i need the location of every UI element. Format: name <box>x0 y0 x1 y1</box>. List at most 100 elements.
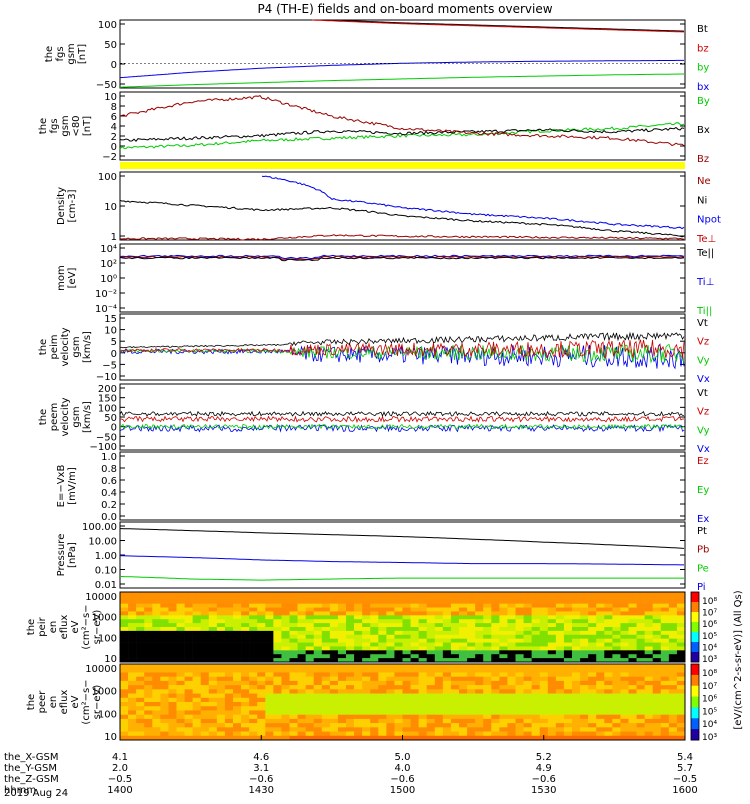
spectrogram-cell <box>612 710 621 715</box>
spectrogram-cell <box>128 654 137 659</box>
spectrogram-cell <box>580 650 589 655</box>
spectrogram-cell <box>273 592 282 597</box>
spectrogram-cell <box>120 650 129 655</box>
spectrogram-cell <box>475 595 484 601</box>
spectrogram-cell <box>346 723 355 728</box>
spectrogram-cell <box>233 607 242 612</box>
spectrogram-cell <box>184 650 193 655</box>
spectrogram-cell <box>668 630 678 636</box>
spectrogram-cell <box>184 615 193 620</box>
spectrogram-cell <box>200 619 210 624</box>
spectrogram-cell <box>184 595 193 601</box>
spectrogram-cell <box>313 615 323 620</box>
spectrogram-cell <box>459 723 468 728</box>
spectrogram-cell <box>475 718 484 724</box>
spectrogram-cell <box>160 693 169 699</box>
spectrogram-cell <box>160 619 169 624</box>
spectrogram-cell <box>515 731 524 737</box>
spectrogram-cell <box>450 607 460 612</box>
spectrogram-cell <box>636 731 645 737</box>
spectrogram-cell <box>394 650 403 655</box>
spectrogram-cell <box>289 638 298 643</box>
spectrogram-cell <box>402 731 411 737</box>
spectrogram-cell <box>265 706 274 711</box>
x-tick-label: 1600 <box>672 785 697 796</box>
spectrogram-cell <box>523 619 532 624</box>
legend-entry: Pt <box>697 526 707 537</box>
spectrogram-cell <box>216 731 226 737</box>
spectrogram-cell <box>410 735 419 741</box>
spectrogram-cell <box>499 603 508 608</box>
legend-entry: Ti|| <box>696 306 712 317</box>
spectrogram-cell <box>281 727 290 732</box>
spectrogram-cell <box>539 731 549 737</box>
spectrogram-cell <box>346 599 355 604</box>
spectrogram-cell <box>652 676 662 682</box>
spectrogram-cell <box>418 706 428 711</box>
spectrogram-cell <box>192 634 202 639</box>
spectrogram-cell <box>216 718 226 724</box>
spectrogram-cell <box>636 680 645 686</box>
spectrogram-cell <box>483 638 492 643</box>
spectrogram-cell <box>442 668 452 673</box>
spectrogram-cell <box>120 615 129 620</box>
spectrogram-cell <box>547 642 557 647</box>
spectrogram-cell <box>144 607 153 612</box>
spectrogram-cell <box>604 735 613 741</box>
spectrogram-cell <box>450 595 460 601</box>
spectrogram-cell <box>362 654 371 659</box>
spectrogram-cell <box>410 658 419 663</box>
spectrogram-cell <box>224 727 234 732</box>
spectrogram-cell <box>346 668 355 673</box>
spectrogram-cell <box>547 650 557 655</box>
spectrogram-cell <box>168 710 177 715</box>
spectrogram-cell <box>120 654 129 659</box>
spectrogram-cell <box>216 676 226 682</box>
spectrogram-cell <box>507 642 516 647</box>
spectrogram-cell <box>483 706 492 711</box>
spectrogram-cell <box>475 642 484 647</box>
spectrogram-cell <box>467 689 476 694</box>
spectrogram-cell <box>418 723 428 728</box>
spectrogram-cell <box>313 672 323 677</box>
spectrogram-cell <box>547 689 557 694</box>
spectrogram-cell <box>459 676 468 682</box>
spectrogram-cell <box>572 615 581 620</box>
spectrogram-cell <box>168 685 177 690</box>
spectrogram-cell <box>257 668 266 673</box>
spectrogram-cell <box>313 634 323 639</box>
spectrogram-cell <box>660 658 670 663</box>
spectrogram-cell <box>160 735 169 741</box>
spectrogram-cell <box>249 676 258 682</box>
spectrogram-cell <box>362 685 371 690</box>
y-axis-label: Pressure <box>56 534 67 577</box>
x-tick-label: −0.6 <box>390 774 414 785</box>
y-axis-label: gsm <box>71 336 82 357</box>
spectrogram-cell <box>394 731 403 737</box>
spectrogram-cell <box>499 668 508 673</box>
y-tick-label: −10 <box>96 372 117 383</box>
spectrogram-cell <box>652 646 662 651</box>
spectrogram-cell <box>224 650 234 655</box>
spectrogram-cell <box>329 706 339 711</box>
series-line <box>120 339 685 359</box>
spectrogram-cell <box>644 727 654 732</box>
spectrogram-cell <box>483 654 492 659</box>
spectrogram-cell <box>555 676 565 682</box>
spectrogram-cell <box>644 592 654 597</box>
spectrogram-cell <box>620 676 629 682</box>
spectrogram-cell <box>362 697 371 703</box>
spectrogram-cell <box>144 668 153 673</box>
colorbar-segment <box>691 707 699 719</box>
spectrogram-cell <box>224 646 234 651</box>
spectrogram-cell <box>200 718 210 724</box>
spectrogram-cell <box>636 630 645 636</box>
spectrogram-cell <box>233 603 242 608</box>
spectrogram-cell <box>668 689 678 694</box>
spectrogram-cell <box>128 595 137 601</box>
spectrogram-cell <box>378 658 387 663</box>
spectrogram-cell <box>483 623 492 628</box>
spectrogram-cell <box>410 646 419 651</box>
spectrogram-cell <box>604 630 613 636</box>
spectrogram-cell <box>200 689 210 694</box>
